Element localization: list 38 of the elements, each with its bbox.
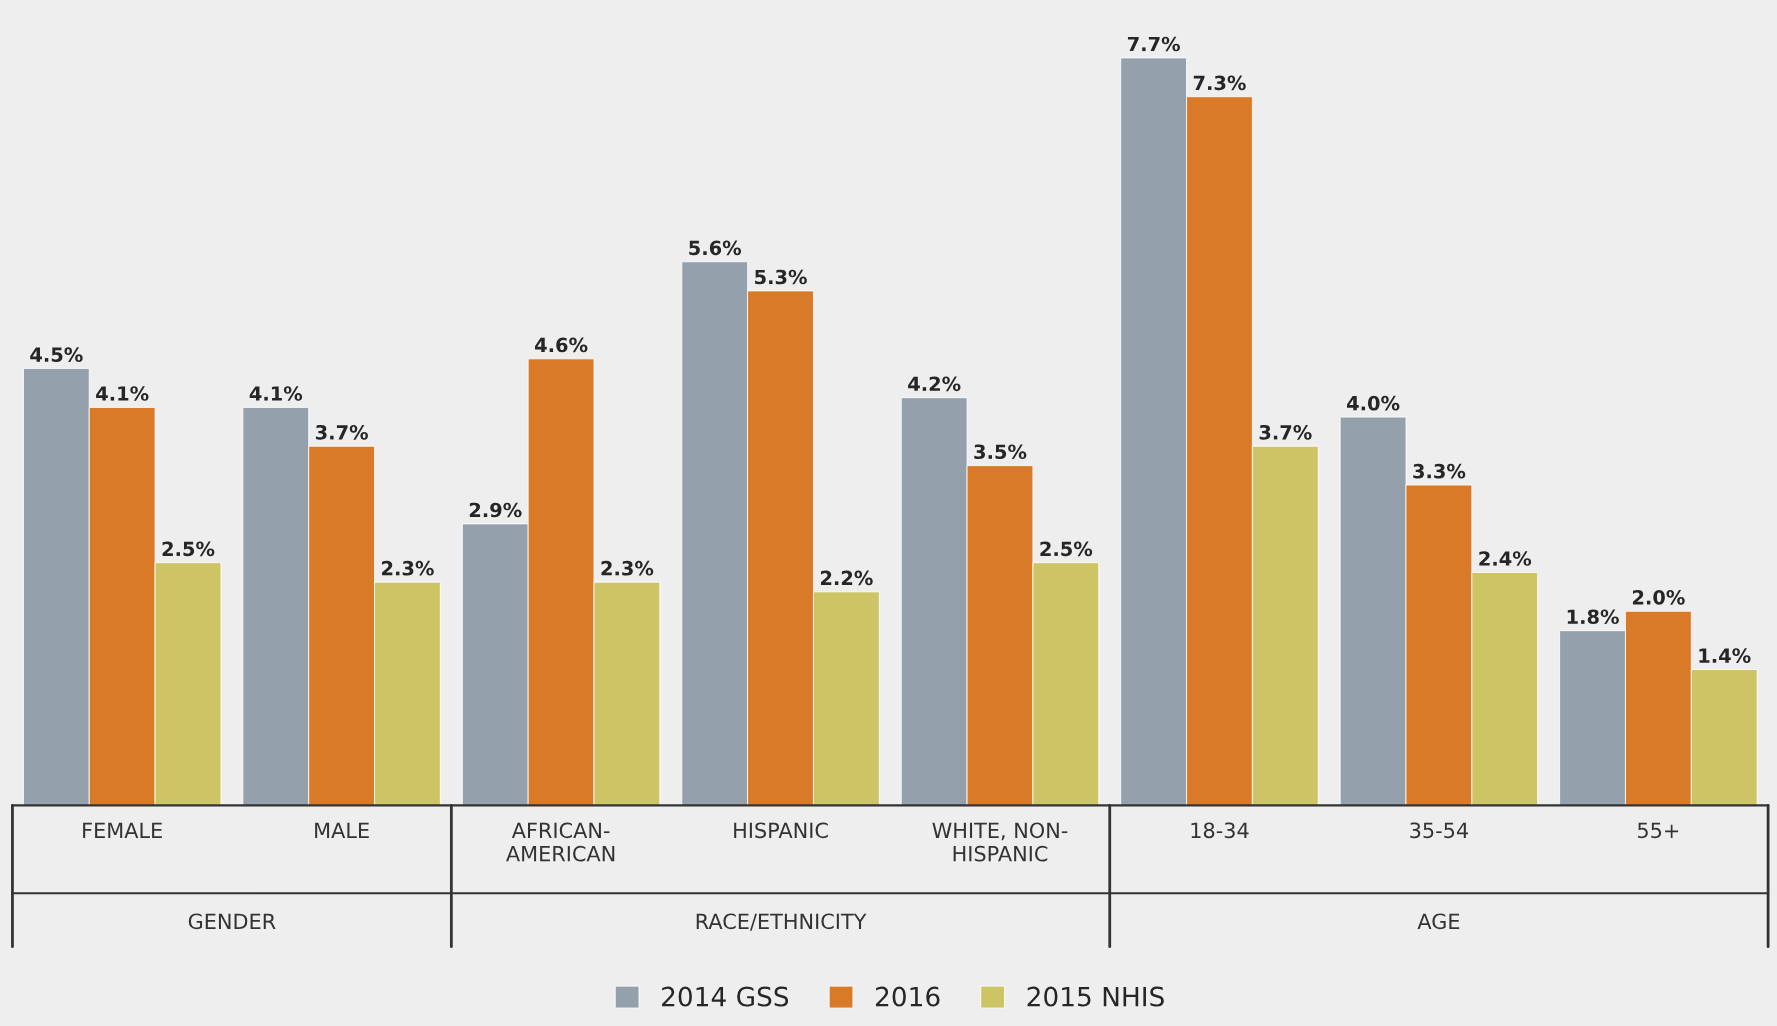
legend-label: 2014 GSS	[662, 986, 789, 1007]
data-label: 2.5%	[1040, 541, 1093, 557]
x-tick-label: 55+	[1638, 822, 1679, 839]
data-label: 3.7%	[1259, 424, 1312, 440]
text: AGE	[1417, 913, 1460, 930]
legend-label: 2016	[875, 986, 940, 1007]
x-tick-label: MALE	[315, 822, 369, 838]
x-tick-label: 18-34	[1191, 822, 1249, 839]
data-label: 2.4%	[1479, 551, 1532, 566]
data-label: 7.3%	[1193, 75, 1246, 91]
x-tick-label: HISPANIC	[734, 822, 828, 839]
data-label: 4.5%	[30, 347, 83, 363]
data-label: 7.7%	[1127, 36, 1180, 52]
text: GENDER	[188, 913, 276, 930]
data-label: 1.4%	[1699, 648, 1751, 663]
data-label: 4.2%	[908, 376, 961, 392]
data-label: 3.5%	[974, 444, 1027, 460]
data-label: 4.1%	[249, 386, 303, 401]
data-label: 4.6%	[535, 337, 588, 353]
x-tick-label: WHITE, NON- HISPANIC	[932, 822, 1068, 862]
data-label: 2.0%	[1632, 590, 1685, 605]
data-label: 3.3%	[1413, 463, 1466, 479]
data-label: 2.3%	[382, 560, 434, 576]
data-label: 2.9%	[469, 502, 522, 518]
data-label: 3.7%	[315, 424, 368, 440]
x-tick-label: AFRICAN- AMERICAN	[506, 822, 615, 862]
legend-label: 2015 NHIS	[1027, 986, 1164, 1007]
data-label: 2.5%	[162, 541, 215, 557]
x-tick-label: 35-54	[1410, 822, 1469, 839]
text: RACE/ETHNICITY	[696, 913, 867, 931]
data-label: 2.2%	[820, 570, 873, 586]
data-label: 1.8%	[1567, 609, 1619, 625]
data-label: 2.3%	[601, 560, 654, 576]
x-tick-label: FEMALE	[83, 822, 162, 838]
data-label: 4.1%	[96, 386, 149, 401]
data-label: 5.3%	[755, 269, 807, 285]
data-label: 4.0%	[1347, 395, 1400, 411]
data-label: 5.6%	[689, 240, 742, 256]
